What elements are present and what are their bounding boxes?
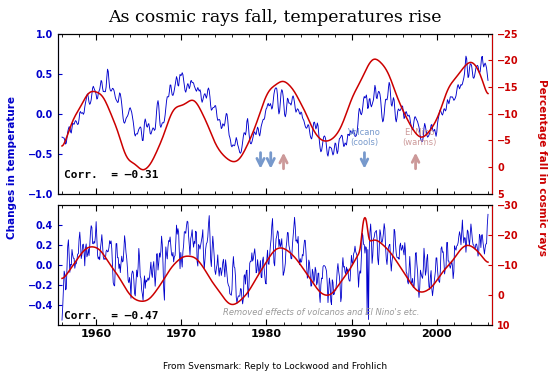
Text: Removed effects of volcanos and El Nino's etc.: Removed effects of volcanos and El Nino'…: [223, 308, 420, 317]
Text: From Svensmark: Reply to Lockwood and Frohlich: From Svensmark: Reply to Lockwood and Fr…: [163, 362, 387, 371]
Text: Corr.  = –0.31: Corr. = –0.31: [64, 170, 158, 180]
Text: El Nino
(warms): El Nino (warms): [403, 128, 437, 147]
Text: Corr.  = –0.47: Corr. = –0.47: [64, 311, 158, 320]
Text: Percentage fall in cosmic rays: Percentage fall in cosmic rays: [537, 79, 547, 256]
Text: As cosmic rays fall, temperatures rise: As cosmic rays fall, temperatures rise: [108, 9, 442, 26]
Text: Volcano
(cools): Volcano (cools): [348, 128, 381, 147]
Text: Changes in temperature: Changes in temperature: [7, 96, 17, 239]
